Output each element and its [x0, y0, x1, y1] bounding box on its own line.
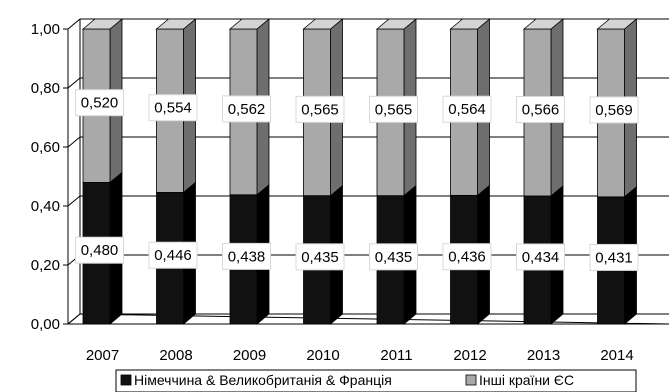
- x-tick-label: 2013: [527, 347, 560, 364]
- bar-top-other-eu: [81, 18, 124, 30]
- x-tick-label: 2007: [86, 347, 119, 364]
- y-tick-label: 0,00: [31, 316, 60, 333]
- x-tick-label: 2008: [159, 347, 192, 364]
- data-label-box: [295, 243, 345, 271]
- data-label: 0,435: [375, 249, 413, 266]
- gridline-side: [67, 195, 81, 207]
- data-label: 0,436: [448, 249, 486, 266]
- data-label-box: [222, 242, 271, 270]
- data-label: 0,566: [522, 101, 560, 118]
- gridline-side: [67, 77, 81, 89]
- data-label-box: [222, 95, 271, 123]
- y-tick-label: 0,20: [31, 257, 60, 274]
- data-label-box: [442, 243, 492, 271]
- data-label-box: [516, 243, 565, 271]
- data-label: 0,562: [228, 101, 266, 118]
- gridline-side: [67, 18, 81, 30]
- y-tick-label: 0,60: [31, 139, 60, 156]
- legend-swatch-other-eu: [465, 374, 477, 386]
- x-tick-label: 2011: [380, 347, 412, 364]
- data-label: 0,431: [595, 249, 633, 266]
- data-label: 0,446: [154, 247, 192, 264]
- gridline-side: [67, 136, 81, 148]
- data-label: 0,565: [375, 101, 413, 118]
- bar-top-other-eu: [302, 18, 344, 30]
- data-label: 0,564: [448, 101, 486, 118]
- legend-box: [115, 369, 637, 392]
- data-label: 0,520: [81, 95, 119, 112]
- bar-top-other-eu: [228, 18, 271, 30]
- data-label: 0,569: [595, 102, 633, 119]
- y-tick-label: 1,00: [31, 21, 60, 38]
- data-label-box: [589, 96, 639, 124]
- y-tick-label: 0,80: [31, 80, 60, 97]
- bar-top-other-eu: [596, 18, 638, 30]
- data-label: 0,480: [81, 242, 119, 259]
- data-label-box: [295, 95, 345, 123]
- data-label-box: [369, 243, 418, 271]
- bar-top-other-eu: [155, 18, 197, 30]
- data-label: 0,438: [228, 248, 266, 265]
- data-label-box: [442, 95, 492, 123]
- legend-label-de-uk-fr: Німеччина & Великобританія & Франція: [134, 372, 392, 388]
- data-label-box: [148, 94, 198, 122]
- data-label: 0,554: [154, 100, 192, 117]
- legend-swatch-de-uk-fr: [120, 374, 132, 386]
- data-label-box: [75, 89, 124, 117]
- data-label-box: [369, 95, 418, 123]
- data-label-box: [148, 241, 198, 269]
- data-label: 0,435: [301, 249, 339, 266]
- x-tick-label: 2012: [453, 347, 486, 364]
- data-label-box: [516, 95, 565, 123]
- legend-label-other-eu: Інші країни ЄС: [479, 372, 574, 388]
- data-label-box: [589, 243, 639, 271]
- data-label: 0,434: [522, 249, 560, 266]
- bar-top-other-eu: [375, 18, 418, 30]
- data-label-box: [75, 236, 124, 264]
- bar-top-other-eu: [449, 18, 491, 30]
- y-tick-label: 0,40: [31, 198, 60, 215]
- x-tick-label: 2010: [306, 347, 339, 364]
- bar-top-other-eu: [522, 18, 565, 30]
- x-tick-label: 2014: [600, 347, 633, 364]
- data-label: 0,565: [301, 101, 339, 118]
- x-tick-label: 2009: [233, 347, 266, 364]
